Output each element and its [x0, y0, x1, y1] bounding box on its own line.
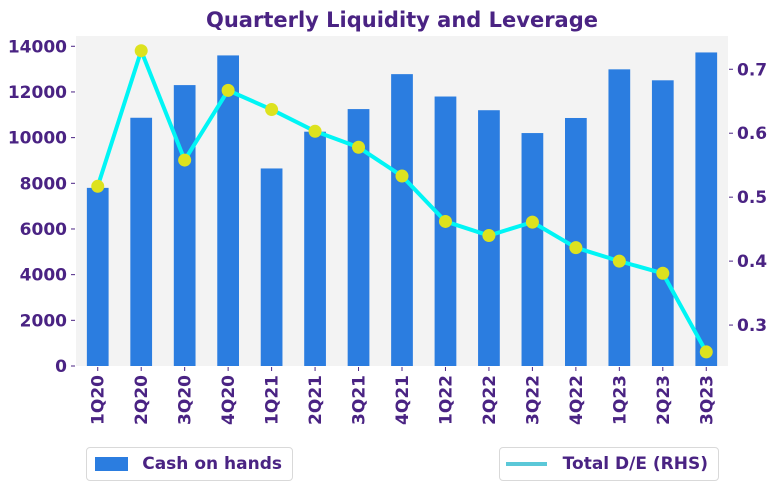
x-tick-label: 2Q21: [306, 375, 326, 425]
x-tick-label: 1Q22: [436, 375, 456, 425]
bar-3Q23: [695, 52, 718, 367]
x-tick-label: 2Q23: [654, 375, 674, 425]
bar-3Q21: [347, 109, 370, 366]
y-axis-left: 0 2000 4000 6000 8000 10000 12000 14000: [8, 37, 75, 377]
de-point-4Q20: [221, 83, 235, 97]
de-point-3Q20: [178, 153, 192, 167]
y-axis-right: 0.3 0.4 0.5 0.6 0.7: [729, 60, 767, 336]
bar-1Q23: [608, 69, 631, 366]
de-point-2Q23: [656, 266, 670, 280]
de-point-3Q22: [525, 215, 539, 229]
bar-1Q20: [86, 187, 109, 366]
x-tick-label: 4Q22: [567, 375, 587, 425]
legend-swatch-cash: [95, 457, 129, 471]
de-point-4Q22: [569, 241, 583, 255]
x-tick-label: 1Q21: [263, 375, 283, 425]
bar-4Q21: [391, 74, 413, 367]
de-point-1Q21: [265, 103, 279, 117]
x-axis: 1Q20 2Q20 3Q20 4Q20 1Q21 2Q21 3Q21 4Q21 1Q22 2Q22…: [89, 367, 717, 425]
legend-label-de: Total D/E (RHS): [562, 454, 708, 474]
y-left-tick-label: 6000: [20, 220, 67, 240]
x-tick-label: 3Q20: [176, 375, 196, 425]
de-point-2Q22: [482, 229, 496, 243]
y-right-tick-label: 0.3: [737, 316, 767, 336]
line-series: [91, 44, 713, 359]
legend-swatch-de: [506, 462, 547, 466]
x-tick-label: 3Q22: [523, 375, 543, 425]
y-right-tick-label: 0.7: [737, 60, 767, 80]
y-left-tick-label: 4000: [20, 266, 67, 286]
x-tick-label: 2Q20: [132, 375, 152, 425]
bar-2Q21: [304, 131, 326, 366]
legend-label-cash: Cash on hands: [142, 454, 282, 474]
x-tick-label: 4Q21: [393, 375, 413, 425]
bar-1Q21: [260, 168, 283, 366]
chart-title: Quarterly Liquidity and Leverage: [206, 8, 598, 32]
y-right-tick-label: 0.5: [737, 188, 767, 208]
legend-cash: Cash on hands: [86, 447, 293, 481]
de-point-1Q20: [91, 179, 105, 193]
y-right-tick-label: 0.6: [737, 124, 767, 144]
de-point-2Q20: [134, 44, 148, 58]
x-tick-label: 1Q23: [610, 375, 630, 425]
y-left-tick-label: 12000: [8, 83, 67, 103]
de-point-3Q23: [699, 345, 713, 359]
bar-4Q20: [217, 55, 239, 366]
bar-2Q20: [130, 117, 153, 366]
y-left-tick-label: 0: [55, 357, 67, 377]
x-tick-label: 1Q20: [89, 375, 109, 425]
x-tick-label: 3Q23: [697, 375, 717, 425]
de-point-3Q21: [352, 140, 366, 154]
bar-1Q22: [434, 96, 457, 366]
y-left-tick-label: 14000: [8, 37, 67, 57]
bar-3Q20: [173, 85, 196, 367]
legend-de: Total D/E (RHS): [499, 447, 719, 481]
de-point-2Q21: [308, 124, 322, 138]
y-left-tick-label: 8000: [20, 174, 67, 194]
x-tick-label: 3Q21: [350, 375, 370, 425]
x-tick-label: 4Q20: [219, 375, 239, 425]
bar-series: [86, 52, 718, 367]
x-tick-label: 2Q22: [480, 375, 500, 425]
de-point-1Q22: [438, 214, 452, 228]
bar-3Q22: [521, 133, 544, 366]
bar-2Q23: [651, 80, 674, 366]
y-right-tick-label: 0.4: [737, 252, 767, 272]
de-point-1Q23: [612, 254, 626, 268]
y-left-tick-label: 2000: [20, 311, 67, 331]
y-left-tick-label: 10000: [8, 129, 67, 149]
de-point-4Q21: [395, 169, 409, 183]
